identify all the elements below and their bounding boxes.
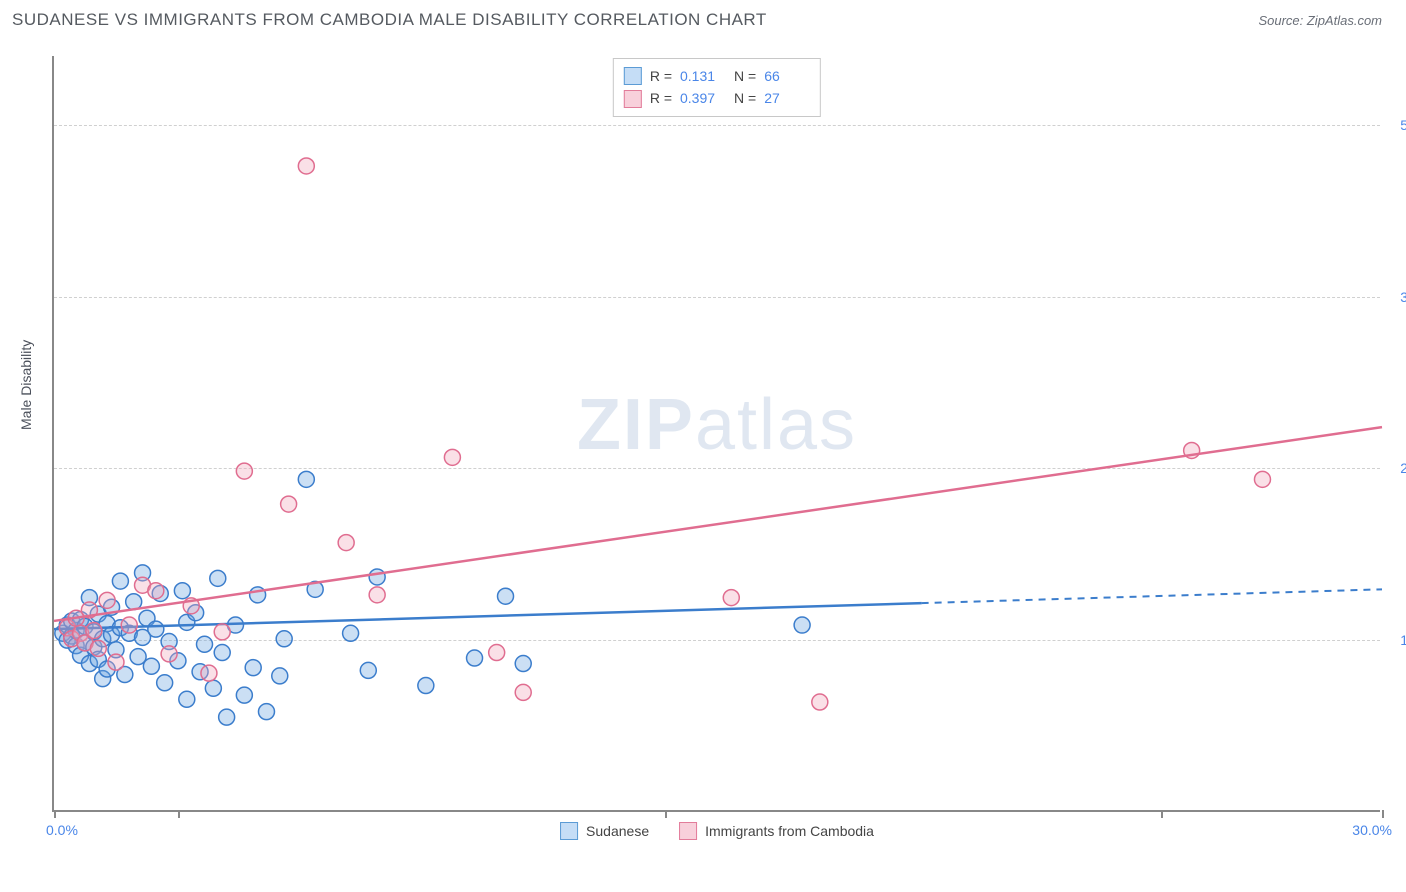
data-point-blue	[498, 588, 514, 604]
x-tick	[1382, 810, 1384, 818]
data-point-blue	[369, 569, 385, 585]
data-point-pink	[161, 646, 177, 662]
series-legend: Sudanese Immigrants from Cambodia	[560, 822, 874, 840]
data-point-blue	[205, 680, 221, 696]
data-point-blue	[515, 656, 531, 672]
data-point-blue	[112, 573, 128, 589]
data-point-blue	[276, 631, 292, 647]
data-point-pink	[108, 654, 124, 670]
data-point-blue	[143, 658, 159, 674]
data-point-blue	[794, 617, 810, 633]
swatch-blue	[560, 822, 578, 840]
data-point-blue	[245, 660, 261, 676]
data-point-blue	[418, 678, 434, 694]
n-value-sudanese: 66	[764, 65, 810, 87]
data-point-blue	[219, 709, 235, 725]
data-point-blue	[360, 662, 376, 678]
plot-area	[54, 56, 1380, 810]
data-point-pink	[148, 583, 164, 599]
data-point-pink	[444, 449, 460, 465]
r-value-sudanese: 0.131	[680, 65, 726, 87]
x-tick	[54, 810, 56, 818]
data-point-blue	[258, 704, 274, 720]
data-point-pink	[90, 640, 106, 656]
data-point-blue	[236, 687, 252, 703]
data-point-pink	[369, 587, 385, 603]
data-point-pink	[214, 624, 230, 640]
data-point-pink	[812, 694, 828, 710]
data-point-pink	[515, 684, 531, 700]
n-value-cambodia: 27	[764, 87, 810, 109]
data-point-blue	[179, 691, 195, 707]
data-point-pink	[338, 535, 354, 551]
y-axis-label: Male Disability	[18, 340, 34, 430]
legend-row-cambodia: R = 0.397 N = 27	[624, 87, 810, 109]
x-tick	[665, 810, 667, 818]
data-point-blue	[272, 668, 288, 684]
source-attribution: Source: ZipAtlas.com	[1258, 13, 1382, 28]
y-tick-label: 50.0%	[1384, 117, 1406, 133]
x-axis-min: 0.0%	[46, 822, 78, 838]
legend-item-cambodia: Immigrants from Cambodia	[679, 822, 874, 840]
chart-title: SUDANESE VS IMMIGRANTS FROM CAMBODIA MAL…	[12, 10, 767, 30]
data-point-pink	[86, 623, 102, 639]
trendline-pink	[54, 427, 1382, 621]
data-point-pink	[281, 496, 297, 512]
y-tick-label: 12.5%	[1384, 632, 1406, 648]
swatch-blue	[624, 67, 642, 85]
data-point-blue	[210, 570, 226, 586]
swatch-pink	[679, 822, 697, 840]
data-point-blue	[343, 625, 359, 641]
data-point-blue	[197, 636, 213, 652]
legend-row-sudanese: R = 0.131 N = 66	[624, 65, 810, 87]
data-point-pink	[723, 590, 739, 606]
r-value-cambodia: 0.397	[680, 87, 726, 109]
data-point-blue	[157, 675, 173, 691]
data-point-pink	[489, 645, 505, 661]
data-point-blue	[467, 650, 483, 666]
data-point-pink	[236, 463, 252, 479]
data-point-blue	[298, 471, 314, 487]
x-axis-max: 30.0%	[1352, 822, 1392, 838]
scatter-chart: ZIPatlas 12.5%25.0%37.5%50.0% R = 0.131 …	[52, 56, 1380, 812]
data-point-pink	[201, 665, 217, 681]
trendline-blue-extrapolated	[922, 589, 1382, 603]
data-point-pink	[1254, 471, 1270, 487]
x-tick	[178, 810, 180, 818]
x-tick	[1161, 810, 1163, 818]
data-point-pink	[298, 158, 314, 174]
y-tick-label: 25.0%	[1384, 460, 1406, 476]
data-point-pink	[99, 592, 115, 608]
data-point-blue	[148, 621, 164, 637]
data-point-pink	[121, 617, 137, 633]
swatch-pink	[624, 90, 642, 108]
correlation-legend: R = 0.131 N = 66 R = 0.397 N = 27	[613, 58, 821, 117]
legend-item-sudanese: Sudanese	[560, 822, 649, 840]
data-point-blue	[174, 583, 190, 599]
y-tick-label: 37.5%	[1384, 289, 1406, 305]
data-point-blue	[214, 645, 230, 661]
